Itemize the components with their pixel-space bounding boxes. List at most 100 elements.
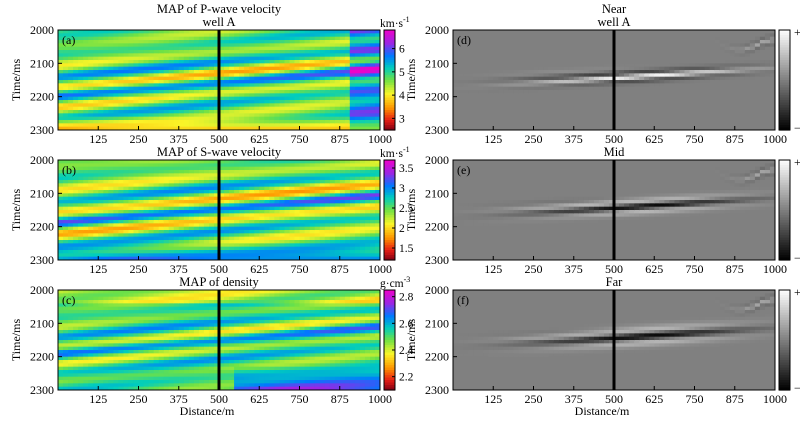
- x-tick-label: 1000: [763, 262, 787, 276]
- y-axis-label: Time/ms: [404, 59, 418, 102]
- y-tick-label: 2200: [30, 220, 54, 234]
- x-tick-label: 125: [89, 262, 107, 276]
- y-tick-label: 2200: [425, 220, 449, 234]
- colorbar-unit-base: km·s: [380, 18, 404, 30]
- x-tick-label: 625: [645, 262, 663, 276]
- y-tick-label: 2000: [425, 23, 449, 37]
- x-tick-label: 875: [331, 132, 349, 146]
- y-axis-label: Time/ms: [9, 189, 23, 232]
- x-tick-label: 125: [89, 132, 107, 146]
- y-tick-label: 2300: [425, 123, 449, 137]
- colorbar-tick-label: 2.2: [399, 372, 414, 384]
- y-tick-label: 2100: [30, 56, 54, 70]
- x-tick-label: 250: [130, 392, 148, 406]
- x-axis-label: Distance/m: [575, 404, 630, 418]
- panel-letter: (e): [457, 163, 470, 177]
- y-tick-label: 2200: [425, 350, 449, 364]
- y-tick-label: 2100: [425, 316, 449, 330]
- x-tick-label: 750: [686, 132, 704, 146]
- colorbar-unit-exponent: -1: [403, 145, 410, 154]
- y-axis-label: Time/ms: [9, 319, 23, 362]
- y-tick-label: 2300: [425, 383, 449, 397]
- x-tick-label: 625: [250, 132, 268, 146]
- colorbar-unit-base: g·cm: [380, 278, 404, 290]
- colorbar-tick-label: 3: [399, 113, 405, 125]
- y-axis-label: Time/ms: [404, 189, 418, 232]
- y-tick-label: 2300: [30, 253, 54, 267]
- colorbar-tick-label: 6: [399, 44, 405, 56]
- x-tick-label: 250: [130, 132, 148, 146]
- x-tick-label: 125: [89, 392, 107, 406]
- x-tick-label: 375: [170, 132, 188, 146]
- x-tick-label: 875: [331, 262, 349, 276]
- x-tick-label: 625: [250, 392, 268, 406]
- y-tick-label: 2000: [425, 283, 449, 297]
- y-tick-label: 2100: [425, 186, 449, 200]
- panel-title: MAP of P-wave velocity: [157, 2, 282, 16]
- colorbar-unit-exponent: -3: [404, 275, 411, 284]
- panel-letter: (b): [62, 163, 76, 177]
- x-tick-label: 750: [686, 262, 704, 276]
- y-tick-label: 2100: [30, 316, 54, 330]
- x-tick-label: 375: [565, 132, 583, 146]
- y-tick-label: 2200: [425, 90, 449, 104]
- x-tick-label: 625: [645, 132, 663, 146]
- x-tick-label: 625: [250, 262, 268, 276]
- y-tick-label: 2300: [425, 253, 449, 267]
- panel-title: Near: [602, 2, 627, 16]
- colorbar-e: +−: [779, 155, 800, 265]
- x-tick-label: 250: [525, 262, 543, 276]
- y-tick-label: 2200: [30, 350, 54, 364]
- panel-title: Far: [606, 275, 624, 289]
- y-tick-label: 2100: [30, 186, 54, 200]
- panel-letter: (f): [457, 293, 469, 307]
- panel-title: well A: [203, 15, 236, 29]
- x-tick-label: 1000: [368, 262, 392, 276]
- panel-letter: (d): [457, 33, 471, 47]
- colorbar-unit: km·s-1: [380, 15, 410, 30]
- x-tick-label: 375: [565, 262, 583, 276]
- y-tick-label: 2300: [30, 123, 54, 137]
- colorbar-tick-label: 1.5: [399, 243, 414, 255]
- x-tick-label: 1000: [763, 132, 787, 146]
- x-tick-label: 125: [484, 392, 502, 406]
- panel-title: well A: [598, 15, 631, 29]
- x-tick-label: 250: [130, 262, 148, 276]
- y-tick-label: 2100: [425, 56, 449, 70]
- colorbar-tick-label: 3.5: [399, 163, 414, 175]
- x-axis-label: Distance/m: [180, 404, 235, 418]
- x-tick-label: 625: [645, 392, 663, 406]
- colorbar-unit: km·s-1: [380, 145, 410, 160]
- panel-letter: (a): [62, 33, 75, 47]
- colorbar-tick-label: 2.8: [399, 292, 414, 304]
- y-axis-label: Time/ms: [404, 319, 418, 362]
- x-tick-label: 875: [726, 392, 744, 406]
- y-tick-label: 2300: [30, 383, 54, 397]
- x-tick-label: 500: [605, 132, 623, 146]
- y-tick-label: 2000: [30, 153, 54, 167]
- x-tick-label: 125: [484, 132, 502, 146]
- x-tick-label: 750: [291, 392, 309, 406]
- x-tick-label: 750: [291, 132, 309, 146]
- x-tick-label: 375: [170, 262, 188, 276]
- colorbar-minus-label: −: [794, 381, 800, 395]
- x-tick-label: 1000: [368, 132, 392, 146]
- x-tick-label: 125: [484, 262, 502, 276]
- y-tick-label: 2000: [30, 283, 54, 297]
- x-tick-label: 500: [210, 262, 228, 276]
- x-tick-label: 500: [210, 132, 228, 146]
- x-tick-label: 250: [525, 132, 543, 146]
- colorbar-minus-label: −: [794, 121, 800, 135]
- panel-title: Mid: [604, 145, 626, 159]
- x-tick-label: 875: [726, 262, 744, 276]
- colorbar-plus-label: +: [794, 285, 800, 299]
- x-tick-label: 875: [331, 392, 349, 406]
- panel-title: MAP of S-wave velocity: [157, 145, 282, 159]
- colorbar-unit-exponent: -1: [403, 15, 410, 24]
- colorbar-f: +−: [779, 285, 800, 395]
